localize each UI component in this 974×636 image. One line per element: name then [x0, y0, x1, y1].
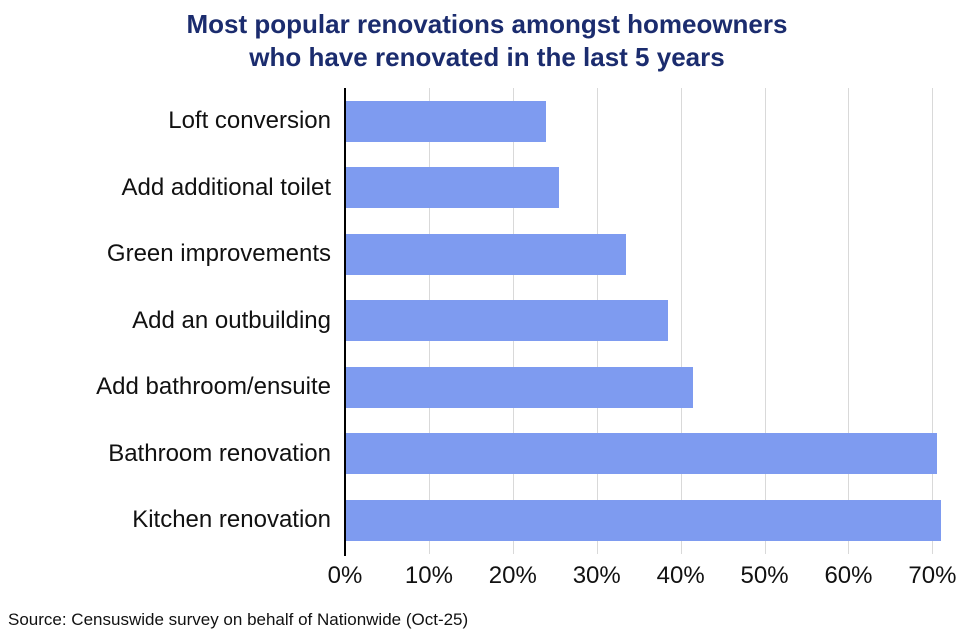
x-tick-label: 20%	[488, 562, 537, 589]
bar-track	[345, 167, 945, 209]
bar-rows: Loft conversion Add additional toilet Gree…	[10, 88, 945, 554]
gridline	[848, 88, 850, 554]
x-tick-label: 30%	[572, 562, 621, 589]
bar	[345, 233, 627, 275]
bar	[345, 167, 559, 209]
x-tick-label: 60%	[824, 562, 873, 589]
category-label: Add additional toilet	[121, 173, 331, 201]
source-note: Source: Censuswide survey on behalf of N…	[8, 610, 469, 629]
bar-track	[345, 366, 945, 408]
chart-row: Loft conversion	[10, 88, 945, 155]
category-label: Add bathroom/ensuite	[96, 373, 331, 401]
category-label: Bathroom renovation	[108, 439, 331, 467]
x-tick-label: 70%	[908, 562, 957, 589]
bar-track	[345, 499, 945, 541]
bar-track	[345, 300, 945, 342]
x-tick-label: 50%	[740, 562, 789, 589]
gridline	[764, 88, 766, 554]
bar-track	[345, 433, 945, 475]
gridline	[932, 88, 934, 554]
chart-title-line2: who have renovated in the last 5 years	[249, 42, 725, 72]
category-label: Green improvements	[106, 240, 331, 268]
chart-row: Add additional toilet	[10, 155, 945, 222]
bar	[345, 366, 694, 408]
bar-track	[345, 100, 945, 142]
bar	[345, 300, 669, 342]
category-label: Loft conversion	[168, 107, 331, 135]
category-label: Kitchen renovation	[132, 506, 331, 534]
x-tick-label: 40%	[656, 562, 705, 589]
chart-row: Add bathroom/ensuite	[10, 354, 945, 421]
chart-row: Bathroom renovation	[10, 421, 945, 488]
bar	[345, 499, 941, 541]
x-axis-ticks: 0% 10% 20% 30% 40% 50% 60% 70%	[328, 562, 957, 596]
gridline	[680, 88, 682, 554]
x-tick-label: 0%	[327, 562, 363, 589]
x-tick-label: 10%	[404, 562, 453, 589]
chart-row: Add an outbuilding	[10, 288, 945, 355]
bar	[345, 433, 937, 475]
chart-title: Most popular renovations amongst homeown…	[0, 8, 974, 74]
bar-track	[345, 233, 945, 275]
y-axis-line	[344, 88, 346, 556]
chart-row: Green improvements	[10, 221, 945, 288]
chart-row: Kitchen renovation	[10, 487, 945, 554]
category-label: Add an outbuilding	[132, 306, 331, 334]
bar	[345, 100, 547, 142]
chart-title-line1: Most popular renovations amongst homeown…	[186, 9, 788, 39]
